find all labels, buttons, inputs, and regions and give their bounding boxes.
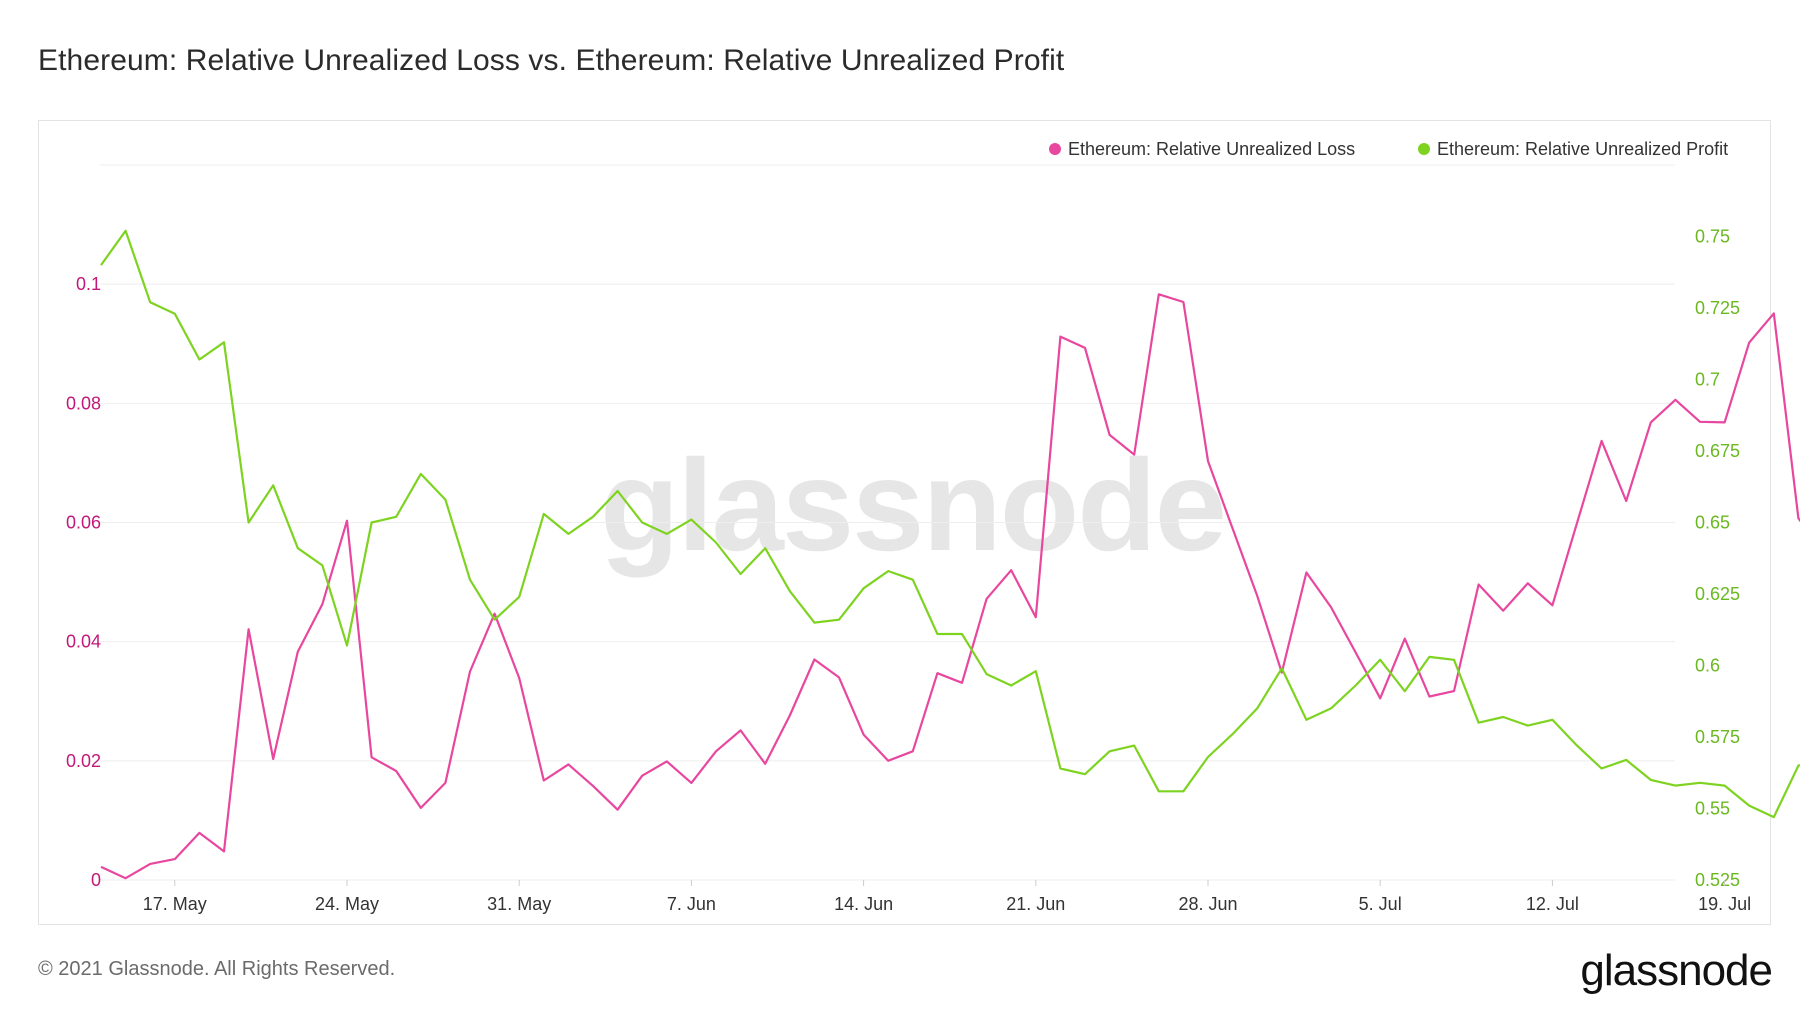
y-right-tick-label: 0.7 [1695, 370, 1720, 390]
legend-label: Ethereum: Relative Unrealized Profit [1437, 139, 1728, 159]
series-lines [100, 229, 1800, 880]
x-tick-label: 28. Jun [1178, 894, 1237, 914]
x-tick-label: 12. Jul [1526, 894, 1579, 914]
x-tick-label: 5. Jul [1359, 894, 1402, 914]
y-left-tick-label: 0.06 [66, 513, 101, 533]
y-left-tick-label: 0 [91, 870, 101, 890]
y-axis-left: 0 0.02 0.04 0.06 0.08 0.1 [66, 274, 101, 890]
y-right-tick-label: 0.6 [1695, 656, 1720, 676]
x-axis: 17. May 24. May 31. May 7. Jun 14. Jun 21. Ju… [143, 880, 1751, 914]
legend-label: Ethereum: Relative Unrealized Loss [1068, 139, 1355, 159]
x-tick-label: 24. May [315, 894, 379, 914]
x-tick-label: 19. Jul [1698, 894, 1751, 914]
legend-item-profit[interactable]: Ethereum: Relative Unrealized Profit [1418, 139, 1728, 159]
y-right-tick-label: 0.525 [1695, 870, 1740, 890]
y-right-tick-label: 0.65 [1695, 513, 1730, 533]
copyright-text: © 2021 Glassnode. All Rights Reserved. [38, 958, 396, 980]
y-axis-right: 0.525 0.55 0.575 0.6 0.625 0.65 0.675 0.7 0.725 0… [1695, 227, 1740, 891]
legend[interactable]: Ethereum: Relative Unrealized Loss Ethere… [1049, 139, 1728, 159]
legend-marker-icon [1418, 143, 1430, 155]
y-left-tick-label: 0.1 [76, 274, 101, 294]
grid-lines [100, 164, 1675, 881]
y-left-tick-label: 0.02 [66, 751, 101, 771]
watermark-logo: glassnode [600, 432, 1227, 578]
y-right-tick-label: 0.75 [1695, 227, 1730, 247]
y-right-tick-label: 0.725 [1695, 298, 1740, 318]
chart-title: Ethereum: Relative Unrealized Loss vs. E… [38, 44, 1065, 77]
chart-frame [38, 120, 1771, 925]
legend-marker-icon [1049, 143, 1061, 155]
x-tick-label: 21. Jun [1006, 894, 1065, 914]
brand-logo: glassnode [1580, 946, 1773, 995]
x-tick-label: 17. May [143, 894, 207, 914]
y-right-tick-label: 0.575 [1695, 727, 1740, 747]
x-tick-label: 14. Jun [834, 894, 893, 914]
y-right-tick-label: 0.55 [1695, 799, 1730, 819]
series-line-loss [100, 293, 1800, 880]
series-line-profit [100, 229, 1800, 819]
x-tick-label: 31. May [487, 894, 551, 914]
y-left-tick-label: 0.04 [66, 632, 101, 652]
y-right-tick-label: 0.625 [1695, 584, 1740, 604]
y-right-tick-label: 0.675 [1695, 441, 1740, 461]
y-left-tick-label: 0.08 [66, 393, 101, 413]
x-tick-label: 7. Jun [667, 894, 716, 914]
legend-item-loss[interactable]: Ethereum: Relative Unrealized Loss [1049, 139, 1355, 159]
